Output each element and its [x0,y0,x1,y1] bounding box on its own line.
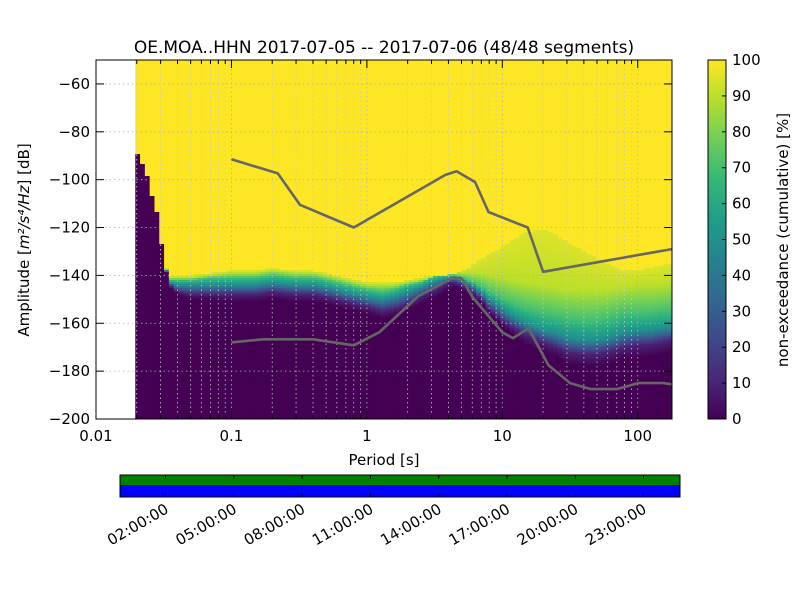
ppsd-heatmap [135,60,673,420]
